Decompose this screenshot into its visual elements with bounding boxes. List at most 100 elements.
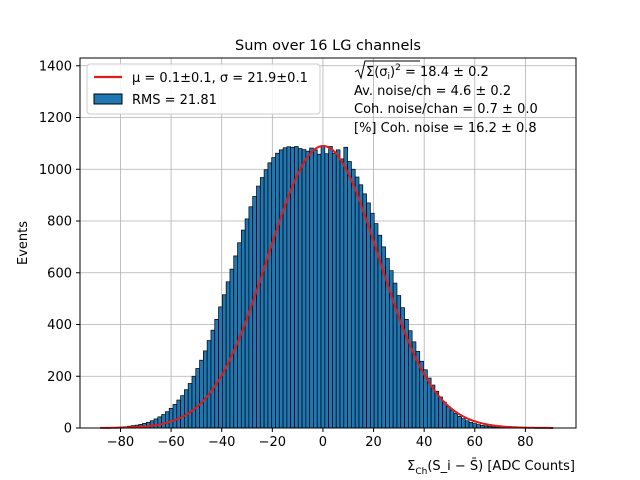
annotation-coherent-noise: Coh. noise/chan = 0.7 ± 0.0	[354, 102, 538, 117]
x-tick-label: 40	[416, 435, 433, 450]
legend-hist-swatch	[93, 93, 123, 105]
histogram-bar	[191, 375, 197, 429]
histogram-bar	[468, 421, 474, 429]
histogram-bar	[210, 329, 216, 429]
y-tick-label: 200	[47, 370, 72, 385]
histogram-bar	[199, 359, 204, 429]
histogram-bar	[218, 306, 223, 429]
histogram-bar	[157, 416, 162, 429]
histogram-bar	[366, 202, 371, 429]
histogram-bar	[320, 145, 326, 429]
histogram-bar	[449, 409, 455, 429]
histogram-bar	[461, 418, 466, 429]
legend-box	[86, 63, 321, 115]
x-tick-label: 0	[319, 435, 327, 450]
x-tick-label: −20	[259, 435, 286, 450]
histogram-bar	[457, 416, 462, 429]
histogram-bar	[438, 396, 443, 429]
histogram-bar	[472, 423, 478, 429]
histogram-bar	[343, 146, 348, 429]
histogram-bar	[165, 411, 170, 429]
histogram-bar	[332, 152, 337, 429]
histogram-bar	[313, 149, 318, 429]
histogram-bar	[229, 268, 235, 429]
histogram-bar	[187, 383, 193, 429]
gaussian-fit-curve	[100, 144, 554, 429]
x-axis-label: ΣCh(S_i − S̄) [ADC Counts]	[407, 459, 575, 477]
noise-annotations: Σ(σi)2 = 18.4 ± 0.2 Av. noise/ch = 4.6 ±…	[354, 60, 538, 136]
histogram-bar	[252, 196, 257, 429]
histogram-bar	[180, 395, 185, 429]
histogram-bar	[328, 146, 333, 429]
x-axis-ticks: −80 −60 −40 −20 0 20 40 60 80	[107, 428, 534, 450]
annotation-average-noise: Av. noise/ch = 4.6 ± 0.2	[354, 84, 511, 99]
histogram-bar	[221, 294, 227, 429]
histogram-bar	[263, 169, 269, 429]
histogram-bar	[476, 424, 481, 429]
histogram-bar	[286, 146, 292, 429]
histogram-bar	[161, 414, 166, 429]
histogram-bar	[206, 340, 212, 429]
histogram-bar	[184, 389, 189, 429]
histogram-bar	[453, 413, 459, 429]
annotation-quadrature-noise: Σ(σi)2 = 18.4 ± 0.2	[354, 60, 489, 82]
y-axis-label: Events	[16, 221, 31, 265]
histogram-bar	[301, 149, 307, 429]
histogram-bar	[335, 149, 341, 429]
histogram-bar	[351, 168, 356, 429]
histogram-bar	[347, 161, 352, 429]
histogram-bar	[248, 206, 254, 429]
histogram-bar	[316, 153, 322, 429]
histogram-bar	[256, 185, 261, 429]
histogram-bar	[259, 177, 265, 429]
x-tick-label: 60	[467, 435, 484, 450]
histogram-bar	[214, 318, 219, 429]
histogram-bar	[195, 368, 200, 429]
y-tick-label: 600	[47, 266, 72, 281]
histogram-bar	[278, 149, 284, 429]
y-tick-label: 1000	[39, 163, 72, 178]
plot-frame	[79, 57, 577, 429]
histogram-bar	[267, 162, 273, 429]
y-tick-label: 1200	[39, 111, 72, 126]
annotation-coherent-noise-percent: [%] Coh. noise = 16.2 ± 0.8	[354, 121, 537, 136]
y-axis-ticks: 0 200 400 600 800 1000 1200 1400	[39, 59, 80, 437]
svg-text:Σ(σi)2 = 18.4 ± 0.2: Σ(σi)2 = 18.4 ± 0.2	[366, 63, 489, 82]
x-tick-label: −40	[208, 435, 235, 450]
histogram-bar	[445, 406, 451, 429]
histogram-bar	[354, 176, 360, 429]
histogram-bar	[149, 420, 155, 429]
histogram-bar	[370, 212, 375, 429]
x-tick-label: 20	[365, 435, 382, 450]
histogram-bar	[464, 420, 470, 429]
histogram-bar	[168, 407, 174, 429]
y-tick-label: 0	[64, 422, 72, 437]
legend-hist-label: RMS = 21.81	[132, 93, 217, 108]
histogram-bar	[275, 152, 280, 429]
legend: μ = 0.1±0.1, σ = 21.9±0.1 RMS = 21.81	[86, 63, 321, 115]
histogram-bar	[203, 350, 208, 429]
histogram-bar	[297, 148, 303, 429]
histogram-bar	[339, 158, 345, 429]
histogram-bar	[225, 281, 231, 429]
histogram-bar	[434, 390, 440, 429]
histogram-bar	[271, 157, 276, 429]
histogram-bar	[358, 184, 364, 429]
x-tick-label: 80	[517, 435, 534, 450]
histogram-bar	[172, 404, 178, 429]
histogram-bar	[282, 147, 288, 429]
y-tick-label: 400	[47, 318, 72, 333]
y-tick-label: 800	[47, 215, 72, 230]
histogram-bar	[309, 147, 314, 429]
sqrt-sign	[354, 60, 420, 80]
histogram-bar	[442, 401, 447, 429]
histogram-bar	[324, 153, 329, 429]
histogram-bar	[153, 418, 159, 429]
x-tick-label: −60	[157, 435, 184, 450]
histogram-bar	[294, 146, 299, 429]
histogram-bar	[176, 399, 181, 429]
chart-title: Sum over 16 LG channels	[235, 38, 421, 54]
legend-fit-label: μ = 0.1±0.1, σ = 21.9±0.1	[132, 71, 308, 86]
x-tick-label: −80	[107, 435, 134, 450]
